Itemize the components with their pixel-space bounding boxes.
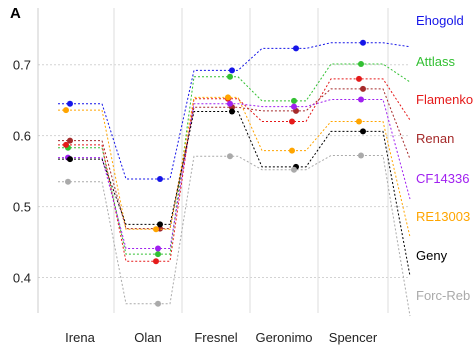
legend-entry: Geny [416,248,448,263]
data-point [289,147,295,154]
series-line [58,63,411,255]
legend-entry: Ehogold [416,13,464,28]
x-tick-label: Irena [65,330,95,345]
legend-entry: RE13003 [416,209,470,224]
legend-entry: Renan [416,131,454,146]
series-line [58,42,411,180]
data-point [227,73,233,80]
data-point [153,258,159,265]
data-point [293,45,299,52]
data-point [63,107,69,114]
data-point [360,39,366,46]
data-point [67,100,73,107]
x-axis: Irena Olan Fresnel Geronimo Spencer [65,330,378,345]
y-tick-label: 0.4 [13,271,31,286]
data-point [157,221,163,228]
x-tick-label: Geronimo [255,330,312,345]
data-point [227,153,233,160]
data-point [356,75,362,82]
data-point [358,61,364,68]
data-point [289,118,295,125]
y-tick-label: 0.5 [13,200,31,215]
data-point [229,67,235,74]
x-tick-label: Olan [134,330,161,345]
data-point [360,128,366,135]
y-tick-label: 0.7 [13,58,31,73]
x-tick-label: Fresnel [194,330,237,345]
data-point [63,141,69,148]
data-point [291,97,297,104]
data-point [360,85,366,92]
data-point [153,226,159,233]
data-point [358,96,364,103]
data-point [291,103,297,110]
grid [37,8,410,313]
series-line [58,99,411,249]
series-line [58,88,411,230]
y-axis: 0.4 0.5 0.6 0.7 [13,58,31,286]
legend-entry: Attlass [416,54,456,69]
x-tick-label: Spencer [329,330,378,345]
data-point [155,251,161,258]
legend: Ehogold Attlass Flamenko Renan CF14336 RE1300… [416,13,473,303]
data-point [229,108,235,115]
data-point [65,178,71,185]
panel-label: A [10,5,21,22]
series-line [58,111,411,277]
data-point [157,175,163,182]
legend-entry: Forc-Reb [416,288,470,303]
data-point [225,94,231,101]
data-point [291,166,297,173]
data-point [155,300,161,307]
series-group [58,39,411,317]
y-tick-label: 0.6 [13,129,31,144]
legend-entry: CF14336 [416,171,469,186]
legend-entry: Flamenko [416,92,473,107]
data-point [356,118,362,125]
series-line [58,96,411,238]
data-point [67,137,73,144]
data-point [227,100,233,107]
data-point [155,245,161,252]
data-point [358,152,364,159]
data-point [67,156,73,163]
series-line [58,155,411,317]
